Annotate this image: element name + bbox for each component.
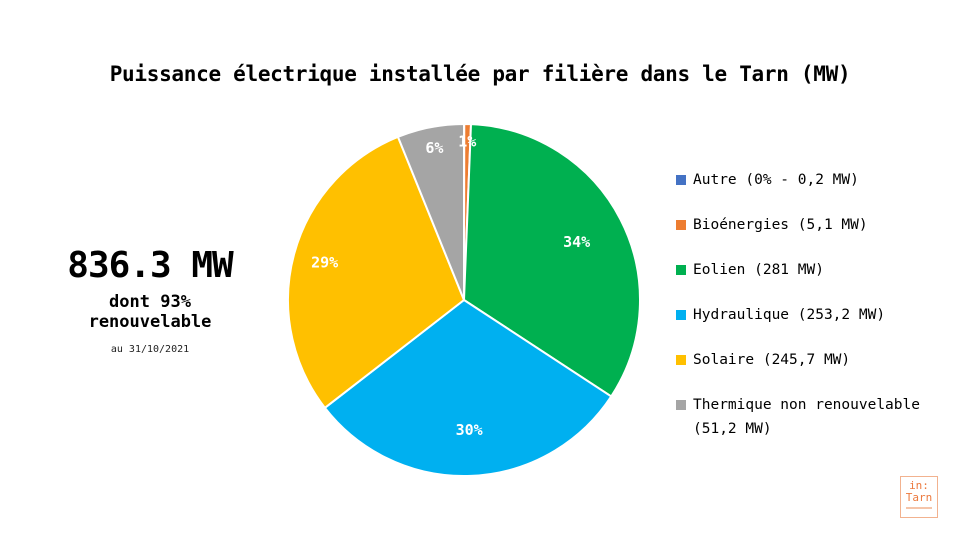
legend-label-autre: Autre (0% - 0,2 MW) [693,172,859,188]
legend-item-bioenergies: Bioénergies (5,1 MW) [676,213,956,237]
legend-swatch-hydraulique [676,310,686,320]
logo-text-in: in: [909,479,929,492]
total-capacity: 836.3 MW [67,245,233,286]
slice-label-thermique-non-renouvelable: 6% [425,139,443,157]
legend-swatch-thermique [676,400,686,410]
legend-swatch-autre [676,175,686,185]
data-date: au 31/10/2021 [110,344,190,355]
legend-item-autre: Autre (0% - 0,2 MW) [676,168,956,192]
legend-swatch-solaire [676,355,686,365]
legend-swatch-bioenergies [676,220,686,230]
renewable-share-line1: dont 93% [109,292,191,312]
chart-legend: Autre (0% - 0,2 MW) Bioénergies (5,1 MW)… [676,168,956,462]
logo-text-tarn: Tarn [905,491,933,504]
legend-item-solaire: Solaire (245,7 MW) [676,348,956,372]
logo-fine-print [906,507,932,509]
legend-label-eolien: Eolien (281 MW) [693,262,824,278]
legend-label-hydraulique: Hydraulique (253,2 MW) [693,307,886,323]
total-summary: 836.3 MW dont 93% renouvelable au 31/10/… [30,244,270,355]
legend-item-thermique: Thermique non renouvelable (51,2 MW) [676,393,933,441]
slice-label-hydraulique: 30% [456,421,483,439]
pie-slice-solaire [287,135,466,410]
slice-label-solaire: 29% [311,253,338,271]
pie-slice-hydraulique [323,298,613,477]
legend-item-hydraulique: Hydraulique (253,2 MW) [676,303,956,327]
slice-label-eolien: 34% [563,233,590,251]
intarn-logo: in: Tarn [900,476,938,518]
slice-label-bioenergies: 1% [458,133,476,151]
renewable-share-line2: renouvelable [88,312,212,332]
chart-title: Puissance électrique installée par filiè… [109,62,851,86]
legend-swatch-eolien [676,265,686,275]
legend-label-solaire: Solaire (245,7 MW) [693,352,851,368]
legend-item-eolien: Eolien (281 MW) [676,258,956,282]
pie-slice-thermique-non-renouvelable [396,122,465,301]
legend-label-thermique: Thermique non renouvelable (51,2 MW) [693,397,920,437]
legend-label-bioenergies: Bioénergies (5,1 MW) [693,217,868,233]
